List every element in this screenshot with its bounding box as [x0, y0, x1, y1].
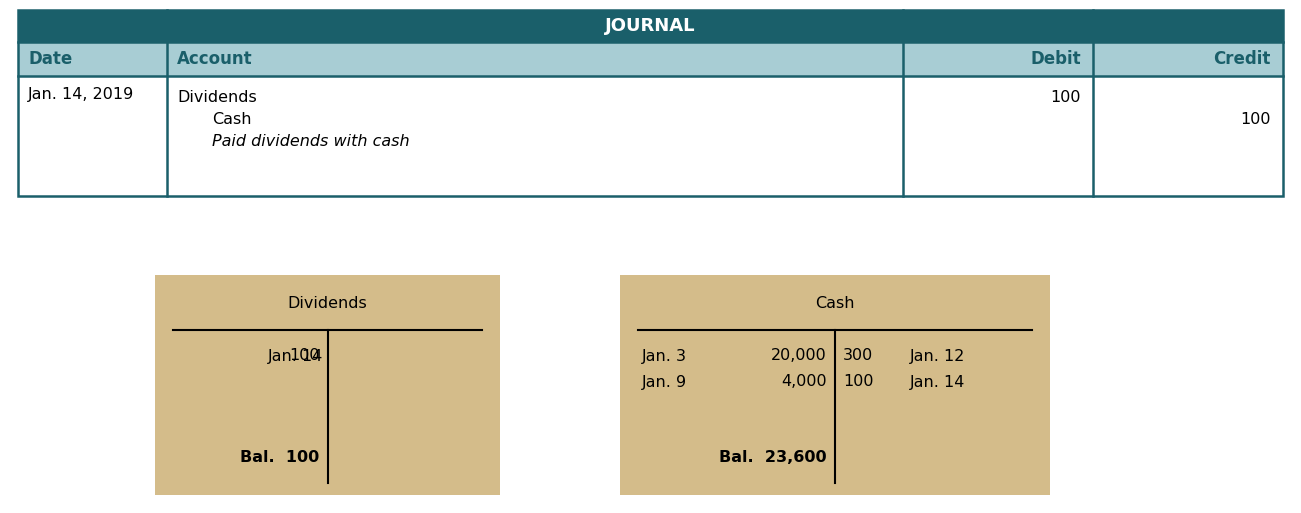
Text: 300: 300: [843, 348, 873, 364]
Bar: [621, 275, 1050, 495]
Bar: [18, 76, 1283, 196]
Text: Date: Date: [29, 50, 73, 68]
Bar: [155, 275, 500, 495]
Bar: [18, 10, 1283, 196]
Text: Jan. 14, 2019: Jan. 14, 2019: [29, 87, 134, 102]
Text: Jan. 3: Jan. 3: [641, 348, 687, 364]
Text: Dividends: Dividends: [288, 295, 367, 310]
Text: 100: 100: [1051, 90, 1081, 105]
Text: Jan. 9: Jan. 9: [641, 374, 687, 389]
Text: Bal.  100: Bal. 100: [241, 449, 320, 464]
Text: 100: 100: [289, 348, 320, 364]
Text: 100: 100: [1240, 112, 1271, 127]
Text: 20,000: 20,000: [771, 348, 827, 364]
Text: Bal.  23,600: Bal. 23,600: [719, 449, 827, 464]
Text: 100: 100: [843, 374, 873, 389]
Text: Jan. 12: Jan. 12: [909, 348, 965, 364]
Text: Jan. 14: Jan. 14: [909, 374, 965, 389]
Text: Paid dividends with cash: Paid dividends with cash: [212, 134, 410, 149]
Text: Cash: Cash: [212, 112, 252, 127]
Text: Credit: Credit: [1214, 50, 1271, 68]
Text: 4,000: 4,000: [782, 374, 827, 389]
Text: Cash: Cash: [816, 295, 855, 310]
Text: Jan. 14: Jan. 14: [268, 348, 323, 364]
Text: JOURNAL: JOURNAL: [605, 17, 696, 35]
Text: Debit: Debit: [1030, 50, 1081, 68]
Text: Dividends: Dividends: [177, 90, 258, 105]
Bar: [18, 42, 1283, 76]
Text: Account: Account: [177, 50, 252, 68]
Bar: [18, 10, 1283, 42]
